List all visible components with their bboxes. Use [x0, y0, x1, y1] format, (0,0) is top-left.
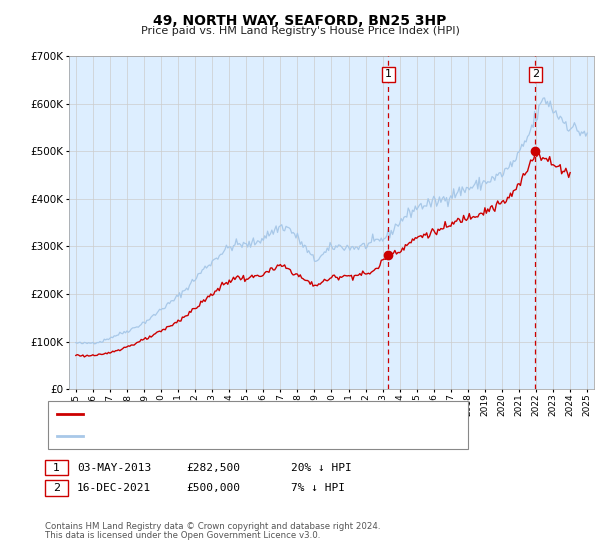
Text: £282,500: £282,500 [186, 463, 240, 473]
Text: 49, NORTH WAY, SEAFORD, BN25 3HP: 49, NORTH WAY, SEAFORD, BN25 3HP [154, 14, 446, 28]
Text: 16-DEC-2021: 16-DEC-2021 [77, 483, 151, 493]
Text: Contains HM Land Registry data © Crown copyright and database right 2024.: Contains HM Land Registry data © Crown c… [45, 522, 380, 531]
Text: 03-MAY-2013: 03-MAY-2013 [77, 463, 151, 473]
Text: 20% ↓ HPI: 20% ↓ HPI [291, 463, 352, 473]
Text: Price paid vs. HM Land Registry's House Price Index (HPI): Price paid vs. HM Land Registry's House … [140, 26, 460, 36]
Text: 2: 2 [532, 69, 539, 80]
Text: This data is licensed under the Open Government Licence v3.0.: This data is licensed under the Open Gov… [45, 531, 320, 540]
Text: 1: 1 [385, 69, 392, 80]
Text: £500,000: £500,000 [186, 483, 240, 493]
Text: 1: 1 [53, 463, 60, 473]
Text: HPI: Average price, detached house, Lewes: HPI: Average price, detached house, Lewe… [85, 431, 310, 441]
Text: 49, NORTH WAY, SEAFORD, BN25 3HP (detached house): 49, NORTH WAY, SEAFORD, BN25 3HP (detach… [85, 409, 377, 419]
Text: 7% ↓ HPI: 7% ↓ HPI [291, 483, 345, 493]
Text: 2: 2 [53, 483, 60, 493]
